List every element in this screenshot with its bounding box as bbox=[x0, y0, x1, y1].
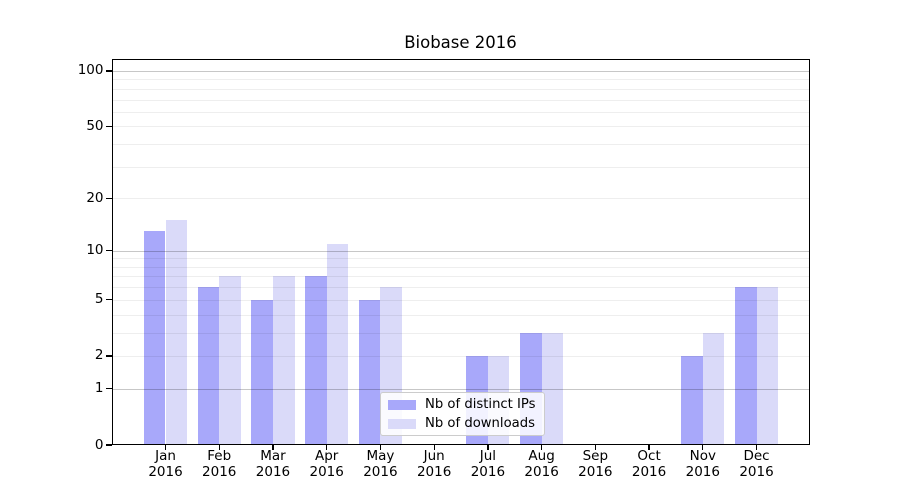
gridline-minor bbox=[111, 287, 810, 289]
gridline-minor bbox=[111, 276, 810, 278]
plot-area bbox=[111, 59, 810, 445]
gridline-minor bbox=[111, 299, 810, 301]
y-tick-label: 1 bbox=[94, 380, 104, 397]
bar-ips bbox=[305, 276, 327, 445]
gridline-minor bbox=[111, 166, 810, 168]
bar-downloads bbox=[756, 287, 779, 445]
x-tick-label: May 2016 bbox=[363, 448, 398, 480]
bar-ips bbox=[734, 287, 757, 445]
x-tick-label: Apr 2016 bbox=[309, 448, 344, 480]
y-tick-label: 100 bbox=[77, 62, 104, 79]
x-tick-mark bbox=[164, 445, 167, 450]
legend-row-downloads: Nb of downloads bbox=[388, 416, 538, 432]
x-tick-mark bbox=[218, 445, 220, 450]
gridline-minor bbox=[111, 258, 810, 260]
x-tick-mark bbox=[272, 445, 274, 450]
gridline-major bbox=[111, 388, 810, 390]
gridline-minor bbox=[111, 111, 810, 113]
bar-downloads bbox=[326, 243, 349, 445]
gridline-minor bbox=[111, 355, 810, 357]
x-tick-mark bbox=[755, 445, 758, 450]
x-tick-mark bbox=[702, 445, 704, 450]
y-tick-label: 0 bbox=[94, 436, 104, 453]
gridline-minor bbox=[111, 88, 810, 90]
y-tick-mark bbox=[106, 355, 112, 357]
x-tick-label: Nov 2016 bbox=[685, 448, 720, 480]
gridline-minor bbox=[111, 99, 810, 101]
bar-downloads bbox=[165, 220, 188, 445]
y-tick-mark bbox=[106, 299, 112, 301]
y-tick-mark bbox=[106, 125, 112, 127]
x-tick-label: Aug 2016 bbox=[524, 448, 559, 480]
bar-downloads bbox=[702, 332, 725, 445]
bar-ips bbox=[251, 299, 273, 445]
y-tick-label: 2 bbox=[94, 347, 104, 364]
gridline-minor bbox=[111, 266, 810, 268]
y-tick-label: 5 bbox=[94, 291, 104, 308]
bar-downloads bbox=[272, 276, 295, 445]
gridline-major bbox=[111, 250, 810, 252]
bar-ips bbox=[143, 231, 166, 445]
x-tick-label: Oct 2016 bbox=[631, 448, 667, 480]
bar-downloads bbox=[541, 332, 564, 445]
legend-label-ips: Nb of distinct IPs bbox=[425, 396, 536, 412]
y-tick-mark bbox=[106, 197, 112, 199]
gridline-minor bbox=[111, 314, 810, 316]
y-tick-mark bbox=[106, 388, 112, 390]
gridline-major bbox=[111, 70, 810, 72]
x-tick-label: Jun 2016 bbox=[416, 448, 452, 480]
x-tick-mark bbox=[648, 445, 650, 450]
x-tick-mark bbox=[487, 445, 489, 450]
y-tick-label: 50 bbox=[86, 117, 104, 134]
x-tick-mark bbox=[540, 445, 543, 450]
legend: Nb of distinct IPs Nb of downloads bbox=[380, 392, 545, 436]
gridline-minor bbox=[111, 198, 810, 200]
gridline-minor bbox=[111, 144, 810, 146]
gridline-minor bbox=[111, 332, 810, 334]
x-tick-mark bbox=[433, 445, 435, 450]
bar-downloads bbox=[219, 276, 241, 445]
x-tick-label: Dec 2016 bbox=[739, 448, 774, 480]
y-tick-label: 20 bbox=[86, 189, 104, 206]
x-tick-label: Jul 2016 bbox=[470, 448, 506, 480]
legend-label-downloads: Nb of downloads bbox=[425, 415, 535, 431]
legend-row-ips: Nb of distinct IPs bbox=[388, 397, 538, 413]
y-tick-mark bbox=[106, 70, 112, 72]
legend-swatch-ips bbox=[388, 399, 416, 410]
y-tick-mark bbox=[106, 250, 112, 252]
x-tick-mark bbox=[594, 445, 596, 450]
chart-title: Biobase 2016 bbox=[404, 33, 517, 52]
x-tick-label: Mar 2016 bbox=[255, 448, 291, 480]
x-tick-mark bbox=[379, 445, 382, 450]
legend-swatch-downloads bbox=[388, 418, 416, 429]
x-tick-label: Sep 2016 bbox=[578, 448, 613, 480]
bar-ips bbox=[681, 355, 703, 445]
y-tick-label: 10 bbox=[86, 242, 104, 259]
bar-ips bbox=[197, 287, 220, 445]
bar-ips bbox=[358, 299, 381, 445]
x-tick-label: Jan 2016 bbox=[148, 448, 183, 480]
gridline-minor bbox=[111, 126, 810, 128]
x-tick-mark bbox=[326, 445, 328, 450]
gridline-minor bbox=[111, 79, 810, 81]
y-tick-mark bbox=[106, 444, 112, 446]
x-tick-label: Feb 2016 bbox=[202, 448, 237, 480]
